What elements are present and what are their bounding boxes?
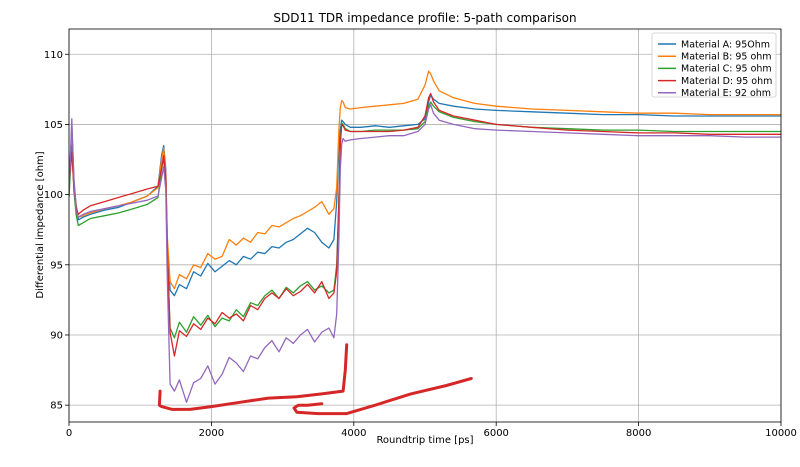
legend-label: Material C: 95 ohm bbox=[681, 64, 772, 75]
annotation-stroke-1 bbox=[157, 343, 349, 411]
series-line-e bbox=[69, 104, 781, 403]
x-tick-label: 4000 bbox=[341, 428, 366, 439]
x-axis: 0 2000 4000 6000 8000 10000 bbox=[66, 422, 797, 439]
y-tick-label: 95 bbox=[50, 260, 63, 271]
x-axis-label: Roundtrip time [ps] bbox=[376, 435, 473, 446]
y-tick-label: 110 bbox=[44, 50, 63, 61]
x-tick-label: 8000 bbox=[626, 428, 651, 439]
chart-title: SDD11 TDR impedance profile: 5-path comp… bbox=[273, 11, 576, 25]
y-tick-label: 100 bbox=[44, 190, 63, 201]
series-layer bbox=[69, 70, 781, 403]
y-tick-label: 90 bbox=[50, 330, 63, 341]
plot-area bbox=[69, 70, 781, 416]
legend-box bbox=[651, 32, 777, 98]
x-tick-label: 6000 bbox=[483, 428, 508, 439]
y-tick-label: 105 bbox=[44, 120, 63, 131]
y-axis: 85 90 95 100 105 110 bbox=[44, 50, 69, 412]
x-tick-label: 2000 bbox=[199, 428, 224, 439]
annotation-layer bbox=[157, 343, 473, 416]
x-tick-label: 0 bbox=[66, 428, 72, 439]
series-line-d bbox=[69, 92, 781, 357]
y-tick-label: 85 bbox=[50, 401, 63, 412]
y-axis-label: Differential impedance [ohm] bbox=[35, 151, 46, 298]
legend-label: Material B: 95 ohm bbox=[681, 52, 772, 63]
legend-label: Material D: 95 ohm bbox=[681, 76, 772, 87]
legend-label: Material A: 95Ohm bbox=[681, 39, 770, 50]
annotation-stroke-2 bbox=[292, 377, 473, 416]
legend-label: Material E: 92 ohm bbox=[681, 88, 771, 99]
plot-frame bbox=[68, 28, 782, 423]
x-tick-label: 10000 bbox=[765, 428, 797, 439]
